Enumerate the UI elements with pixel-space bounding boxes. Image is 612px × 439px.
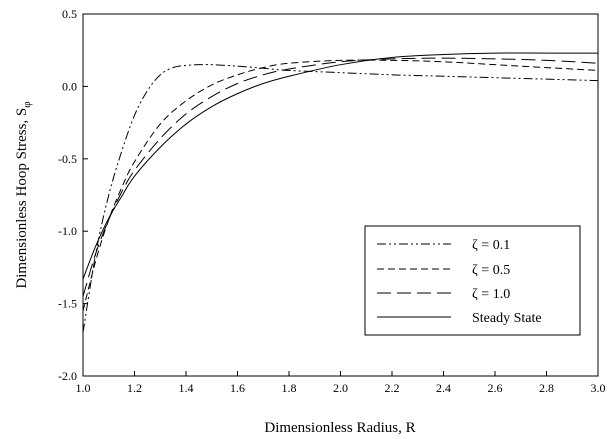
- y-tick-label: -1.5: [58, 297, 77, 311]
- y-tick-label: 0.5: [62, 7, 77, 21]
- x-tick-label: 1.6: [230, 381, 245, 395]
- y-axis-label: Dimensionless Hoop Stress, Sφ: [14, 101, 33, 288]
- y-axis-ticks: 0.5 0.0 -0.5 -1.0 -1.5 -2.0: [58, 7, 88, 383]
- x-tick-label: 2.8: [539, 381, 554, 395]
- y-tick-label: -0.5: [58, 152, 77, 166]
- x-tick-label: 2.6: [488, 381, 503, 395]
- y-axis-label-main: Dimensionless Hoop Stress, S: [14, 108, 30, 289]
- y-tick-label: -2.0: [58, 369, 77, 383]
- y-tick-label: 0.0: [62, 79, 77, 93]
- legend-entries: ζ = 0.1 ζ = 0.5 ζ = 1.0 Steady State: [377, 238, 542, 326]
- x-tick-label: 1.2: [127, 381, 142, 395]
- series-layer: [82, 52, 599, 333]
- x-tick-label: 3.0: [591, 381, 606, 395]
- series-line-3: [82, 52, 598, 280]
- x-axis-label: Dimensionless Radius, R: [264, 420, 415, 436]
- series-line-2: [82, 57, 599, 297]
- y-tick-label: -1.0: [58, 224, 77, 238]
- x-tick-label: 2.0: [333, 381, 348, 395]
- x-axis-ticks: 1.0 1.2 1.4 1.6 1.8 2.0 2.2 2.4 2.6 2.8 3.0: [76, 371, 606, 395]
- x-tick-label: 2.4: [436, 381, 451, 395]
- x-tick-label: 1.8: [282, 381, 297, 395]
- series-line-0: [82, 64, 599, 333]
- y-axis-label-subscript: φ: [21, 101, 33, 107]
- legend-label-0: ζ = 0.1: [472, 238, 510, 253]
- x-tick-label: 1.0: [76, 381, 91, 395]
- legend: ζ = 0.1 ζ = 0.5 ζ = 1.0 Steady State: [364, 225, 581, 336]
- legend-label-3: Steady State: [472, 311, 542, 326]
- legend-label-1: ζ = 0.5: [472, 263, 510, 278]
- x-tick-label: 2.2: [385, 381, 400, 395]
- x-tick-label: 1.4: [179, 381, 194, 395]
- series-line-1: [82, 59, 599, 311]
- legend-label-2: ζ = 1.0: [472, 287, 510, 302]
